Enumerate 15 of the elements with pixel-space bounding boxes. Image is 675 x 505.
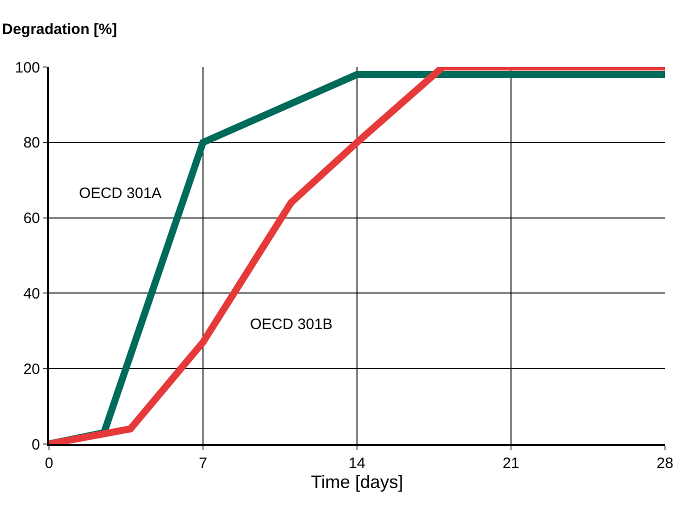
- y-tick-label: 80: [23, 134, 40, 152]
- x-tick-label: 28: [656, 455, 674, 472]
- y-tick-label: 100: [14, 59, 40, 76]
- y-axis-title: Degradation [%]: [2, 21, 118, 38]
- x-axis-title: Time [days]: [310, 472, 404, 492]
- y-tick-label: 40: [23, 285, 40, 302]
- series-label: OECD 301A: [79, 185, 162, 202]
- x-tick-label: 14: [348, 455, 366, 472]
- x-tick-label: 21: [502, 455, 520, 472]
- x-tick-label: 0: [44, 455, 54, 472]
- y-tick-label: 0: [32, 436, 40, 454]
- y-tick-label: 20: [23, 360, 40, 378]
- y-tick-label: 60: [23, 210, 40, 228]
- x-tick-label: 7: [198, 455, 208, 472]
- series-label: OECD 301B: [250, 316, 333, 333]
